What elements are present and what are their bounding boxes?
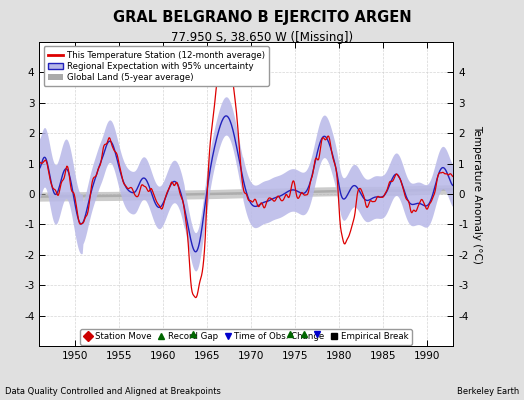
Text: 77.950 S, 38.650 W ([Missing]): 77.950 S, 38.650 W ([Missing]) [171, 31, 353, 44]
Text: GRAL BELGRANO B EJERCITO ARGEN: GRAL BELGRANO B EJERCITO ARGEN [113, 10, 411, 25]
Legend: Station Move, Record Gap, Time of Obs. Change, Empirical Break: Station Move, Record Gap, Time of Obs. C… [80, 329, 412, 345]
Text: Data Quality Controlled and Aligned at Breakpoints: Data Quality Controlled and Aligned at B… [5, 387, 221, 396]
Text: Berkeley Earth: Berkeley Earth [456, 387, 519, 396]
Y-axis label: Temperature Anomaly (°C): Temperature Anomaly (°C) [472, 124, 483, 264]
